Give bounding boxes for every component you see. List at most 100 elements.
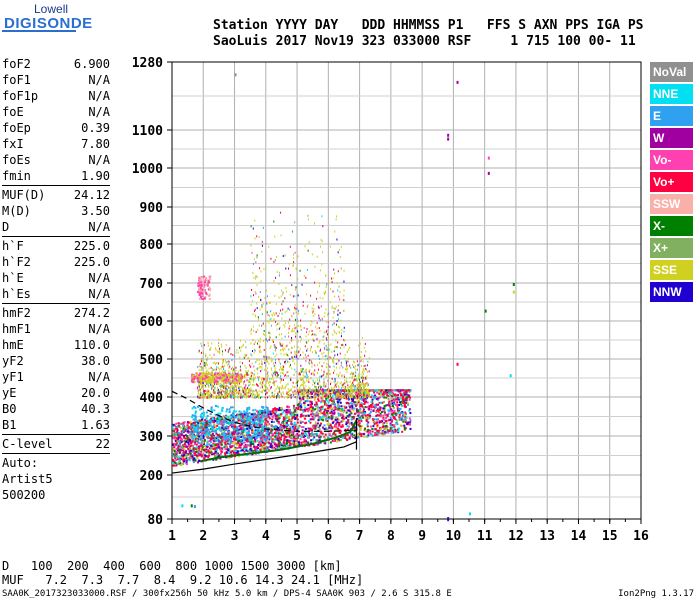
echo-point [303,408,306,411]
echo-point [334,391,337,394]
echo-point [278,437,281,440]
echo-point [290,433,293,436]
echo-point [315,388,317,391]
echo-point [182,426,185,429]
echo-point [267,371,269,374]
echo-point [179,433,182,436]
echo-point [370,396,373,399]
echo-point [292,438,295,441]
echo-cloud [172,73,515,522]
echo-point [307,354,309,357]
echo-point [228,360,230,363]
echo-point [338,375,340,378]
echo-point [282,441,285,444]
echo-point [359,417,362,420]
echo-point [211,419,214,422]
echo-point [276,434,279,437]
echo-point [251,251,253,254]
echo-point [292,295,294,298]
echo-point [301,434,304,437]
echo-point [228,382,230,385]
echo-point [368,370,370,373]
echo-point [213,445,216,448]
echo-point [231,413,234,416]
param-value: 1.63 [81,418,110,432]
echo-point [338,390,340,393]
echo-point [320,348,322,351]
echo-point [278,358,280,361]
echo-point [330,407,333,410]
echo-point [335,366,337,369]
echo-point [360,355,362,358]
echo-point [272,433,275,436]
echo-point [356,433,359,436]
echo-point [178,425,181,428]
echo-point [180,454,183,457]
echo-point [216,417,219,420]
echo-point [388,403,391,406]
echo-point [321,407,324,410]
echo-point [363,435,366,438]
echo-point [251,441,254,444]
echo-point [324,442,327,445]
echo-point [297,391,300,394]
echo-point [379,415,382,418]
echo-point [262,445,265,448]
echo-point [322,400,325,403]
param-value: 110.0 [73,338,110,352]
echo-point [245,391,247,394]
echo-point [348,348,350,351]
echo-point [352,415,355,418]
echo-point [293,408,296,411]
echo-point [282,291,284,294]
echo-point [319,435,322,438]
echo-point [291,336,293,339]
echo-point [293,424,296,427]
echo-point [382,422,385,425]
echo-point [245,444,248,447]
echo-point [304,432,307,435]
echo-point [338,391,341,394]
echo-point [382,395,385,398]
echo-point [310,400,313,403]
echo-point [328,426,331,429]
echo-point [325,308,327,311]
echo-point [271,438,274,441]
y-tick-label: 200 [140,469,164,484]
echo-point [376,414,379,417]
echo-point [202,383,204,386]
echo-point [224,349,226,352]
echo-point [327,366,329,369]
echo-point [391,397,394,400]
echo-point [339,393,342,396]
echo-point [319,406,322,409]
echo-point [270,420,273,423]
echo-point [281,395,283,398]
echo-point [214,390,216,393]
echo-point [234,371,236,374]
echo-point [325,409,328,412]
echo-point [182,450,185,453]
echo-point [398,413,401,416]
echo-point [403,426,406,429]
echo-point [334,354,336,357]
echo-point [254,450,257,453]
echo-point [206,440,209,443]
echo-point [202,444,205,447]
echo-point [346,367,348,370]
echo-point [366,375,368,378]
echo-point [299,335,301,338]
echo-point [308,408,311,411]
echo-point [303,442,306,445]
echo-point [221,345,223,348]
echo-point [315,380,317,383]
echo-point [262,447,265,450]
echo-point [205,426,208,429]
echo-point [334,385,336,388]
echo-point [329,405,332,408]
echo-point [250,449,253,452]
echo-point [211,438,214,441]
echo-point [385,391,388,394]
x-tick-label: 14 [571,529,587,544]
echo-point [208,396,210,399]
